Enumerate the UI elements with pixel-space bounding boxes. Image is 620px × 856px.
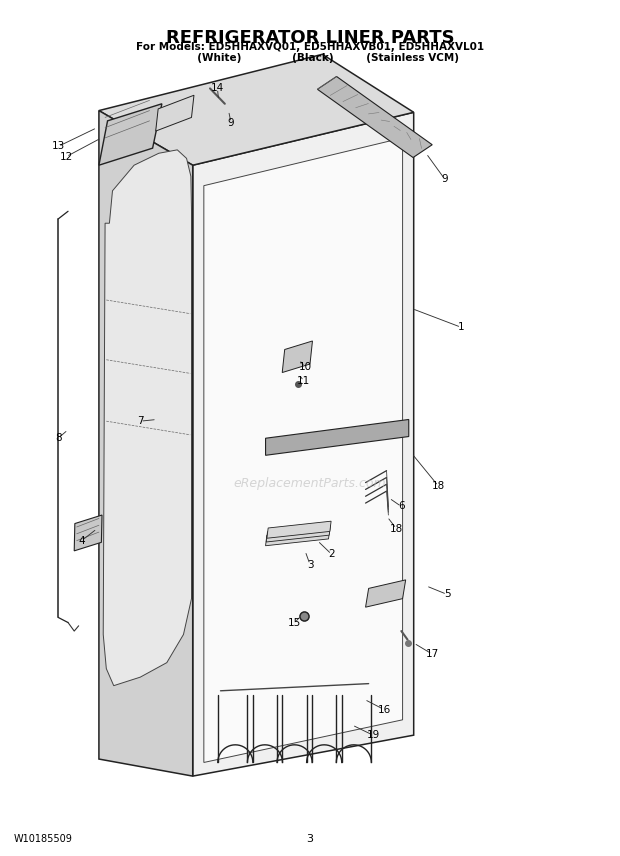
Text: 12: 12 [60,152,73,162]
Text: 1: 1 [458,323,464,332]
Text: eReplacementParts.com: eReplacementParts.com [234,477,386,490]
Text: 10: 10 [298,361,312,372]
Text: 8: 8 [55,433,61,443]
Text: 5: 5 [444,590,450,599]
Polygon shape [265,529,330,546]
Text: 6: 6 [398,502,405,512]
Text: For Models: ED5HHAXVQ01, ED5HHAXVB01, ED5HHAXVL01: For Models: ED5HHAXVQ01, ED5HHAXVB01, ED… [136,42,484,52]
Text: 9: 9 [228,117,234,128]
Text: 17: 17 [425,649,439,659]
Polygon shape [193,112,414,776]
Polygon shape [282,341,312,372]
Polygon shape [156,95,194,131]
Polygon shape [266,525,330,542]
Polygon shape [74,515,102,551]
Polygon shape [99,104,162,165]
Text: 7: 7 [137,416,144,426]
Text: W10185509: W10185509 [14,834,73,843]
Text: 13: 13 [51,141,65,152]
Text: 3: 3 [306,834,314,843]
Polygon shape [99,110,193,776]
Polygon shape [204,138,402,763]
Text: 19: 19 [366,730,379,740]
Polygon shape [317,76,432,158]
Polygon shape [104,150,192,686]
Text: 18: 18 [390,524,403,533]
Text: 18: 18 [432,481,445,491]
Text: REFRIGERATOR LINER PARTS: REFRIGERATOR LINER PARTS [166,29,454,47]
Text: 2: 2 [329,550,335,559]
Text: 4: 4 [78,536,85,545]
Polygon shape [99,54,414,165]
Text: 9: 9 [441,174,448,184]
Text: 14: 14 [211,83,224,93]
Polygon shape [366,580,405,607]
Text: 11: 11 [297,376,311,386]
Text: 3: 3 [307,560,313,569]
Polygon shape [265,419,409,455]
Text: (White)              (Black)         (Stainless VCM): (White) (Black) (Stainless VCM) [161,53,459,63]
Text: 16: 16 [378,704,391,715]
Text: 15: 15 [288,617,301,627]
Polygon shape [267,521,331,538]
